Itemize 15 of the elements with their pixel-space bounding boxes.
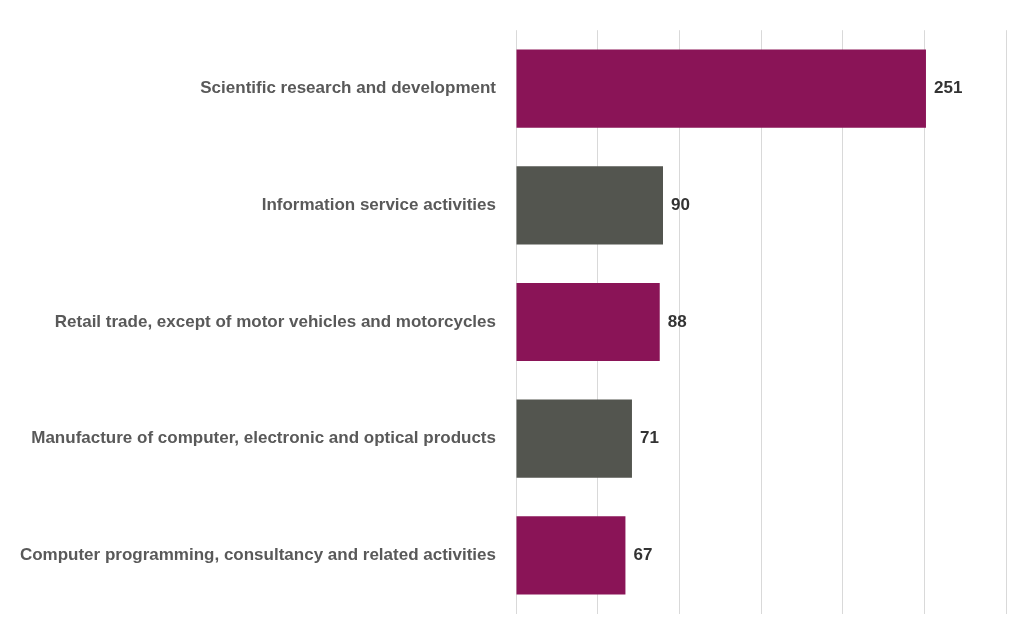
- data-label: 88: [667, 311, 687, 331]
- bar: [516, 166, 663, 245]
- y-tick-label: Information service activities: [261, 194, 496, 214]
- data-label: 71: [639, 428, 659, 448]
- data-label: 90: [671, 194, 690, 214]
- bar: [516, 516, 626, 595]
- data-label: 67: [633, 545, 653, 565]
- y-tick-label: Scientific research and development: [200, 78, 497, 98]
- y-tick-label: Manufacture of computer, electronic and optical products: [31, 428, 496, 448]
- bar: [516, 49, 926, 128]
- bar: [516, 282, 660, 362]
- bar: [516, 399, 632, 478]
- data-label: 251: [933, 78, 963, 98]
- y-tick-label: Retail trade, except of motor vehicles and motorcycles: [54, 311, 496, 331]
- y-tick-label: Computer programming, consultancy and related activities: [19, 545, 496, 565]
